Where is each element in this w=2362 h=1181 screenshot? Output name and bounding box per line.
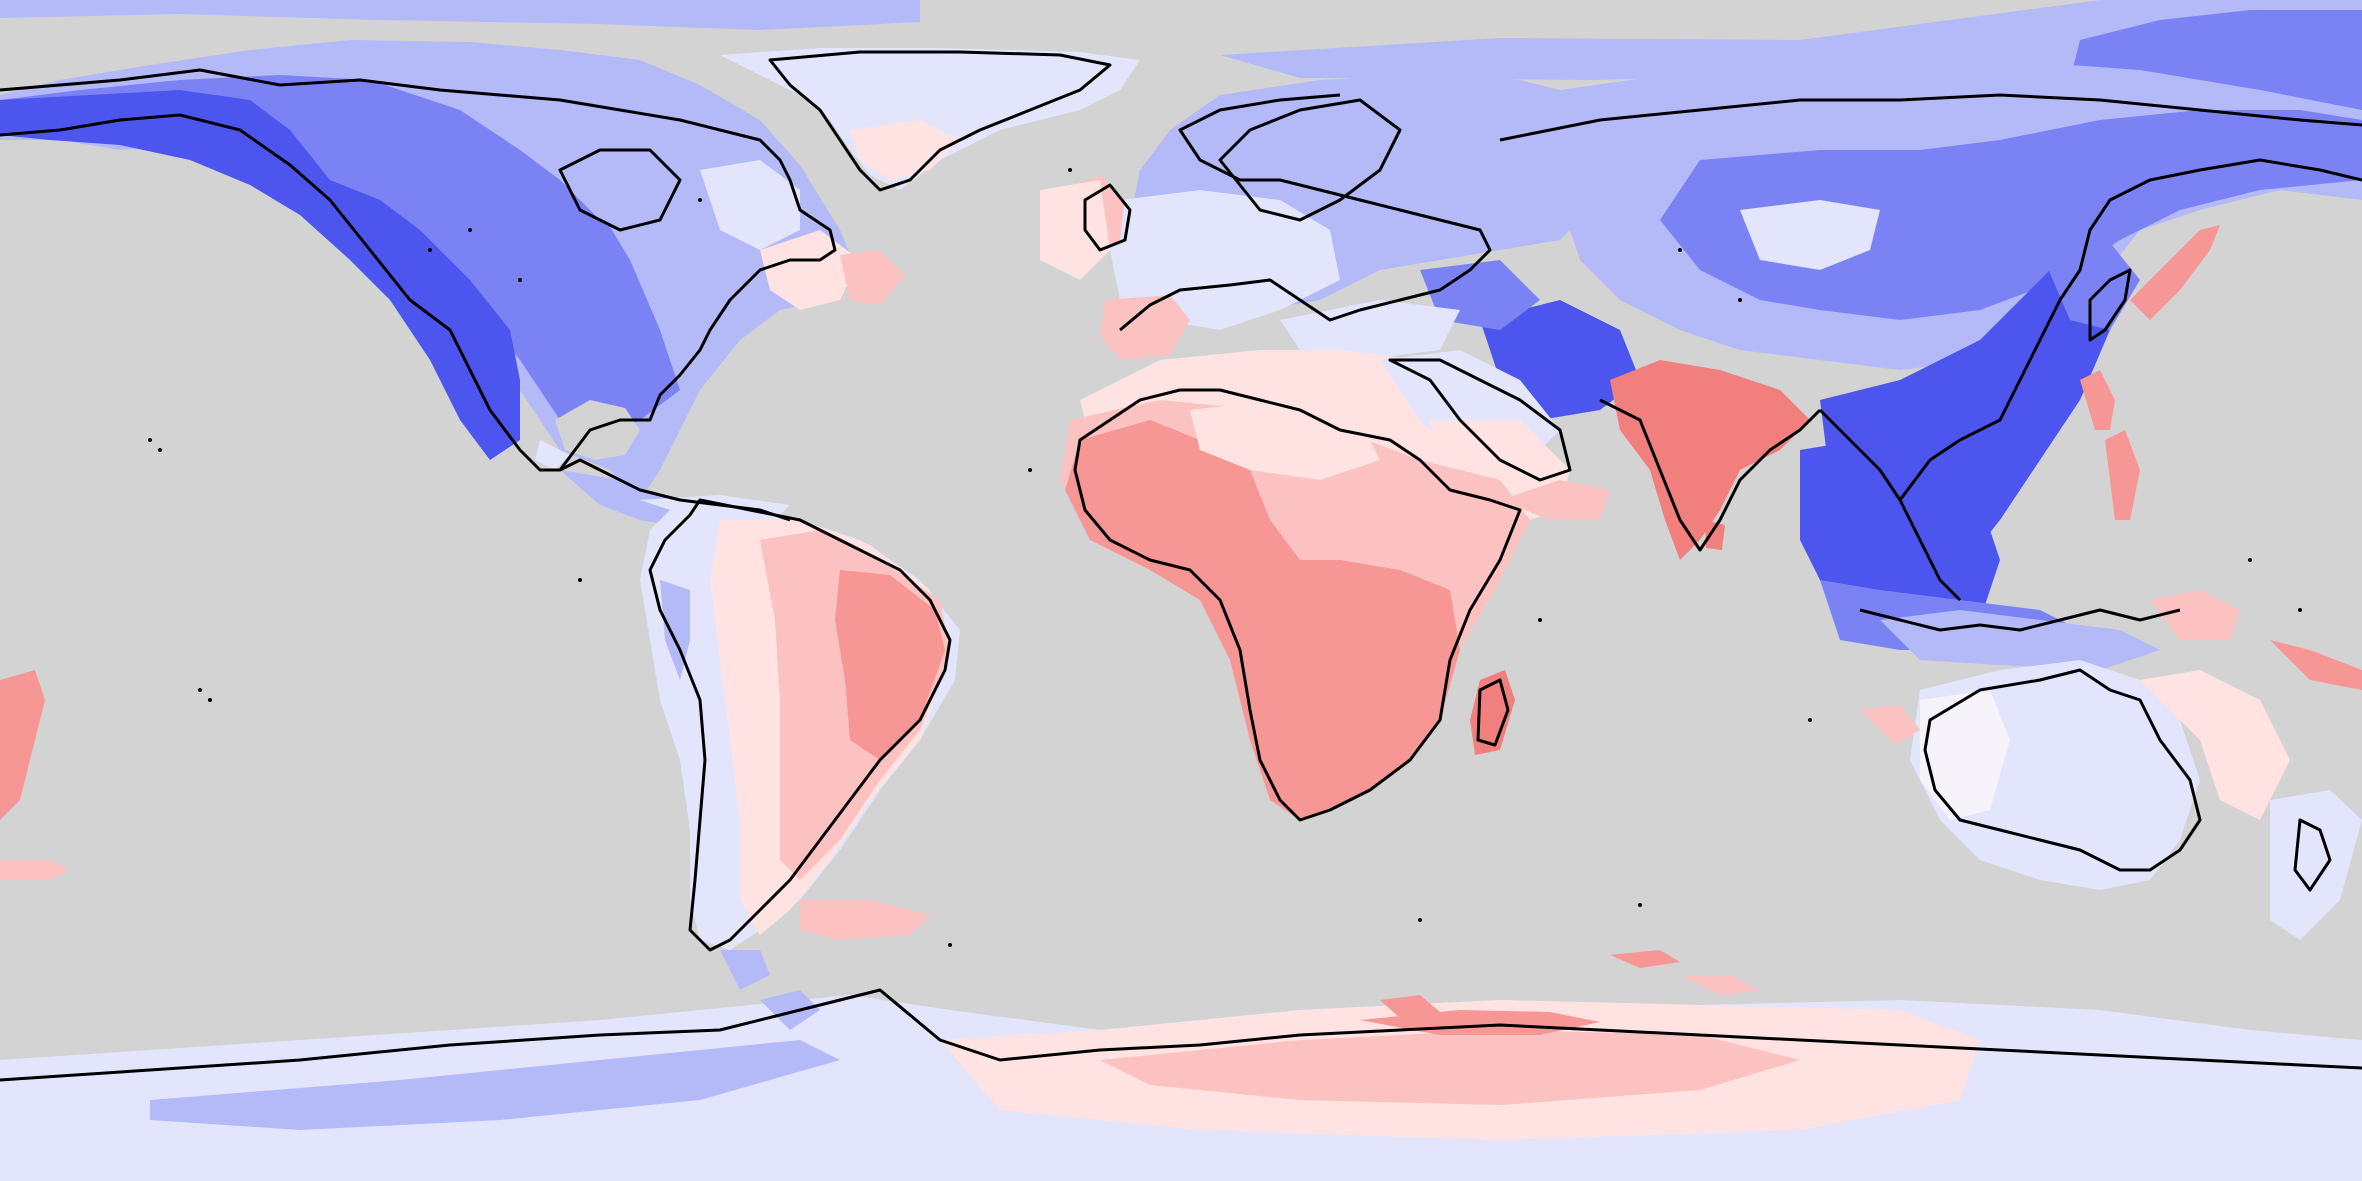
coast-north-america <box>0 68 837 522</box>
greenland-red <box>850 120 960 180</box>
coastlines <box>0 50 2362 1082</box>
coast-africa <box>1073 388 1522 822</box>
asia-mid <box>1660 110 2362 320</box>
speck <box>428 248 432 252</box>
coast-japan <box>2088 268 2132 342</box>
greenland <box>720 48 1140 190</box>
sri-lanka <box>1705 520 1725 550</box>
india-ocean-pale <box>1500 480 1610 520</box>
speck <box>198 688 202 692</box>
speck <box>1678 248 1682 252</box>
marianas-red <box>2105 430 2140 520</box>
arctic-band-west <box>0 0 920 30</box>
lake-specks <box>148 168 2302 947</box>
coast-nz <box>2293 818 2332 892</box>
gulf-pale <box>535 440 570 470</box>
sahara-pale <box>1190 400 1380 480</box>
kerguelen-red <box>1680 975 1760 995</box>
siberia-light-patch <box>1700 90 1820 150</box>
coast-australia <box>1923 668 2202 872</box>
png-red <box>2150 590 2240 640</box>
pacific-tonga <box>0 860 70 880</box>
antarctic-islands-red <box>1610 950 1680 968</box>
newfoundland-patch <box>840 250 905 305</box>
patagonia-patch <box>800 900 930 940</box>
coast-asia <box>1499 93 2362 602</box>
speck <box>948 943 952 947</box>
japan-red-strip <box>2130 225 2220 320</box>
coast-scandinavia <box>1218 98 1402 222</box>
coast-south-america <box>648 498 952 952</box>
nz-pale <box>2270 790 2362 940</box>
central-asia-pale <box>1740 200 1880 270</box>
speck <box>698 198 702 202</box>
speck <box>1028 468 1032 472</box>
south-america-mid-red <box>835 570 945 760</box>
speck <box>1538 618 1542 622</box>
japan-sea-mid <box>2040 230 2140 330</box>
speck <box>1638 903 1642 907</box>
coast-antarctica <box>0 988 2362 1082</box>
north-america-mid <box>0 75 680 440</box>
speck <box>1738 298 1742 302</box>
speck <box>148 438 152 442</box>
canada-pale <box>700 160 800 250</box>
coast-europe <box>1119 93 1492 332</box>
antarctica-peninsula-light <box>150 1040 840 1130</box>
speck <box>518 278 522 282</box>
north-america-strong <box>0 90 520 460</box>
ryukyu-red <box>2080 370 2115 430</box>
speck <box>468 228 472 232</box>
antarctica-east-light-red <box>1100 1030 1800 1105</box>
west-pacific-red-strip <box>0 670 45 820</box>
coast-hudson-bay <box>558 148 682 232</box>
indonesia-red <box>1860 705 1920 745</box>
speck <box>2248 558 2252 562</box>
atlantic-red <box>1040 180 1110 280</box>
australia-west-neutral <box>1920 690 2010 820</box>
speck <box>578 578 582 582</box>
speck <box>158 448 162 452</box>
antarctica-west-red <box>1380 995 1440 1018</box>
speck <box>1418 918 1422 922</box>
speck <box>2298 608 2302 612</box>
speck <box>1808 718 1812 722</box>
coast-indonesia <box>1859 608 2181 632</box>
gulf-mexico <box>555 400 640 460</box>
fiji-red-strip <box>2270 640 2362 690</box>
coast-greenland <box>768 50 1112 192</box>
canada-light <box>560 160 740 250</box>
coast-arabia <box>1388 358 1572 482</box>
antarctica-ross-light <box>760 990 820 1030</box>
coast-uk <box>1083 183 1132 252</box>
india <box>1610 360 1810 560</box>
africa-mid-red <box>1065 420 1460 820</box>
coast-madagascar <box>1476 678 1510 747</box>
coast-india <box>1599 398 1822 552</box>
speck <box>1068 168 1072 172</box>
andes-blue-2 <box>720 950 770 990</box>
indonesia-mid <box>1880 610 2160 670</box>
speck <box>208 698 212 702</box>
iberia-red <box>1100 295 1190 360</box>
australia-east-red <box>2140 670 2290 820</box>
